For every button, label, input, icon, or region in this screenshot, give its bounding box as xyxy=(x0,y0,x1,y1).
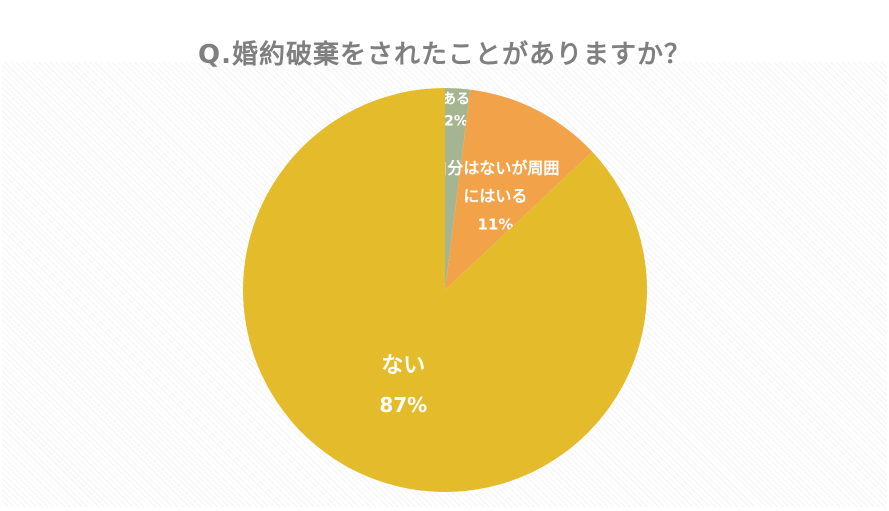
pie-slice xyxy=(445,88,471,290)
pie-slice xyxy=(242,88,647,493)
slice-value-label: 2% xyxy=(444,114,468,130)
slice-value-label: 11% xyxy=(477,216,513,234)
slice-value-label: 87% xyxy=(379,393,427,417)
slice-label: 自分はないが周囲 xyxy=(431,159,559,178)
slice-label: にはいる xyxy=(463,187,527,206)
slice-label: ない xyxy=(381,353,425,378)
slice-label: ある xyxy=(442,92,470,108)
chart-title: Q.婚約破棄をされたことがありますか？ xyxy=(198,40,691,70)
pie-slice xyxy=(445,89,593,290)
